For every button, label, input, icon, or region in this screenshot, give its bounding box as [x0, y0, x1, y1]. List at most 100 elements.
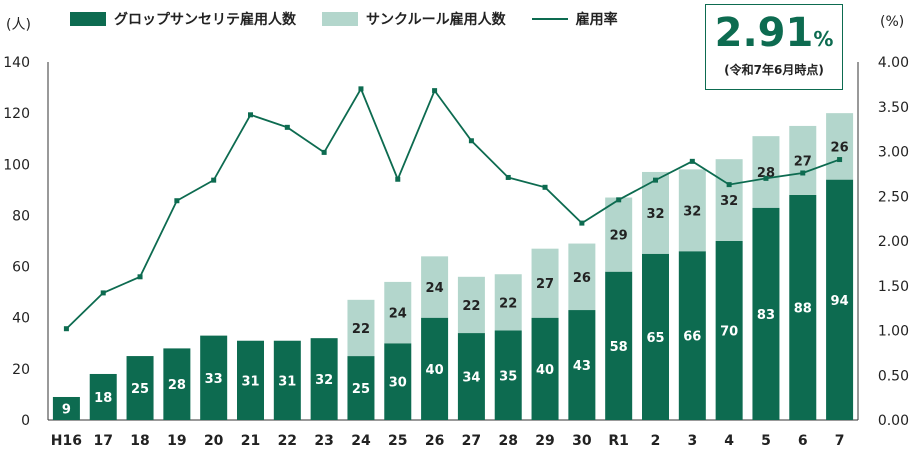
y-left-tick-label: 100: [3, 157, 30, 173]
bar-gropsunserite: [200, 335, 228, 420]
rate-point: [726, 182, 732, 188]
x-tick-label: 2: [651, 433, 661, 449]
rate-point: [468, 138, 474, 144]
x-tick-label: 24: [351, 433, 371, 449]
bar-gropsunserite: [237, 340, 264, 420]
legend-swatch-line: [531, 18, 568, 20]
bar-label-gropsunserite: 25: [131, 382, 149, 397]
legend-label-2: サンクルール雇用人数: [366, 12, 506, 28]
rate-point: [800, 170, 806, 176]
bar-label-gropsunserite: 25: [352, 382, 370, 397]
bar-label-gropsunserite: 65: [646, 331, 664, 346]
legend-swatch-dark: [70, 12, 106, 26]
legend-label-3: 雇用率: [575, 12, 618, 28]
legend-item-suncoeur: サンクルール雇用人数: [322, 9, 506, 29]
x-tick-label: 7: [835, 433, 845, 449]
bar-label-gropsunserite: 94: [831, 294, 849, 309]
x-tick-label: 20: [204, 433, 224, 449]
bar-gropsunserite: [384, 343, 412, 420]
y-right-tick-label: 4.00: [878, 55, 909, 71]
bar-label-gropsunserite: 66: [683, 330, 701, 345]
bar-gropsunserite: [605, 271, 633, 420]
bar-label-gropsunserite: 40: [536, 363, 554, 378]
bar-suncoeur: [605, 197, 633, 272]
bar-label-gropsunserite: 30: [389, 376, 407, 391]
bar-suncoeur: [678, 169, 706, 252]
y-left-tick-label: 60: [12, 260, 30, 276]
legend-swatch-light: [322, 12, 358, 26]
rate-point: [137, 274, 143, 280]
chart-legend: グロップサンセリテ雇用人数 サンクルール雇用人数 雇用率: [70, 8, 644, 30]
bar-suncoeur: [531, 248, 559, 318]
bar-label-gropsunserite: 58: [610, 340, 628, 355]
callout-note: (令和7年6月時点): [724, 63, 824, 77]
rate-point: [505, 174, 511, 180]
bar-gropsunserite: [163, 348, 191, 420]
bar-label-suncoeur: 32: [720, 194, 738, 209]
right-axis-unit: (%): [880, 14, 905, 30]
bar-suncoeur: [715, 159, 743, 241]
bar-gropsunserite: [678, 251, 706, 420]
bar-label-suncoeur: 24: [426, 281, 444, 296]
rate-point: [432, 88, 438, 94]
bar-suncoeur: [568, 243, 596, 311]
x-tick-label: 22: [278, 433, 297, 449]
rate-point: [653, 177, 658, 183]
x-tick-label: 28: [498, 433, 517, 449]
bar-gropsunserite: [347, 356, 375, 420]
bar-label-gropsunserite: 32: [315, 373, 333, 388]
rate-point: [100, 290, 106, 296]
x-tick-label: 29: [535, 433, 554, 449]
rate-callout: 2.91% (令和7年6月時点): [705, 4, 843, 90]
bar-suncoeur: [421, 256, 449, 318]
legend-label-1: グロップサンセリテ雇用人数: [114, 12, 296, 28]
bar-label-suncoeur: 22: [462, 299, 480, 314]
bar-gropsunserite: [310, 338, 338, 420]
rate-line: [65, 86, 840, 330]
bar-suncoeur: [384, 281, 412, 344]
bar-label-gropsunserite: 34: [462, 371, 480, 386]
bar-gropsunserite: [826, 179, 854, 420]
left-axis-unit: (人): [6, 17, 31, 33]
y-left-tick-label: 80: [12, 208, 30, 224]
bar-suncoeur: [457, 276, 485, 334]
bar-label-suncoeur: 26: [573, 271, 591, 286]
y-right-tick-label: 0.50: [878, 368, 909, 384]
bar-gropsunserite: [642, 253, 669, 420]
y-left-tick-label: 140: [3, 55, 30, 71]
bar-label-gropsunserite: 31: [241, 374, 259, 389]
bar-label-gropsunserite: 40: [426, 363, 444, 378]
bar-label-gropsunserite: 70: [720, 325, 738, 340]
bar-label-gropsunserite: 9: [62, 402, 71, 417]
bar-suncoeur: [789, 125, 817, 195]
x-tick-label: 19: [167, 433, 186, 449]
y-right-tick-label: 1.50: [878, 279, 909, 295]
x-tick-label: 18: [130, 433, 149, 449]
bar-gropsunserite: [752, 207, 780, 420]
y-right-tick-label: 2.50: [878, 189, 909, 205]
bar-label-suncoeur: 24: [389, 307, 407, 322]
callout-value-wrap: 2.91%: [706, 11, 842, 61]
bar-gropsunserite: [126, 356, 154, 420]
rate-point: [579, 220, 585, 226]
bar-label-gropsunserite: 18: [94, 391, 112, 406]
bar-label-gropsunserite: 88: [794, 301, 812, 316]
rate-point: [248, 112, 253, 118]
bar-label-suncoeur: 27: [794, 154, 812, 169]
bar-gropsunserite: [421, 317, 449, 420]
x-tick-label: 27: [462, 433, 481, 449]
rate-point: [174, 198, 180, 204]
x-tick-label: 21: [241, 433, 260, 449]
bar-gropsunserite: [531, 317, 559, 420]
y-left-tick-label: 20: [12, 362, 30, 378]
bar-label-gropsunserite: 35: [499, 369, 517, 384]
rate-point: [542, 184, 548, 190]
rate-point: [763, 175, 769, 181]
y-right-tick-label: 3.00: [878, 145, 909, 161]
bar-label-suncoeur: 32: [683, 204, 701, 219]
bar-label-gropsunserite: 28: [168, 378, 186, 393]
rate-point: [689, 158, 695, 164]
bar-label-gropsunserite: 31: [278, 374, 296, 389]
bar-gropsunserite: [457, 333, 485, 420]
